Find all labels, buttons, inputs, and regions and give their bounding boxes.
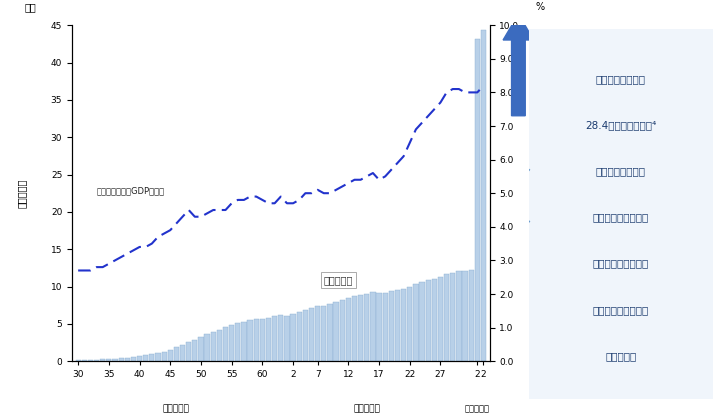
Text: 兆円: 兆円 [24,2,36,12]
Bar [469,270,474,361]
Bar [76,360,81,361]
Bar [198,337,204,361]
Text: 令和・年度: 令和・年度 [465,404,490,414]
Bar [401,289,406,361]
Bar [407,287,413,361]
Bar [131,357,136,361]
Bar [248,320,253,361]
Text: 国民医療費: 国民医療費 [324,275,354,285]
Bar [290,314,296,361]
Bar [229,325,234,361]
Bar [88,360,93,361]
Bar [107,359,112,361]
Bar [204,334,210,361]
Bar [223,327,228,361]
Bar [174,347,179,361]
Text: らみを抑える対策が: らみを抑える対策が [593,305,649,315]
Bar [395,290,400,361]
Bar [119,358,124,361]
Bar [94,360,99,361]
Text: 国民医療費: 国民医療費 [17,178,27,208]
Bar [474,39,480,361]
Text: %: % [535,2,544,12]
Bar [462,271,468,361]
Text: 28.4％（令和元年）⁴: 28.4％（令和元年）⁴ [585,120,657,130]
Bar [389,291,394,361]
Bar [284,316,289,361]
Bar [192,339,197,361]
Text: 対国内総生産比率: 対国内総生産比率 [560,173,570,213]
Bar [81,360,87,361]
Bar [450,273,455,361]
Text: 対国内総生産（GDP）比率: 対国内総生産（GDP）比率 [96,186,165,195]
Text: 必要です。: 必要です。 [606,351,636,361]
Bar [364,294,369,361]
Bar [438,277,443,361]
Bar [432,278,437,361]
Bar [352,296,357,361]
Bar [241,322,246,361]
Bar [426,280,431,361]
Bar [309,307,314,361]
Bar [161,352,167,361]
Bar [413,284,418,361]
Bar [100,360,105,361]
Bar [278,315,284,361]
Bar [302,310,308,361]
Bar [235,323,240,361]
Bar [358,295,364,361]
Bar [143,355,148,361]
Bar [377,293,382,361]
Text: 今後も高齢化が進む: 今後も高齢化が進む [593,213,649,222]
Bar [217,330,222,361]
Text: ため、医療費のふく: ため、医療費のふく [593,259,649,268]
Bar [420,282,425,361]
Bar [266,318,271,361]
Bar [272,316,277,361]
Bar [180,345,185,361]
Bar [456,271,462,361]
Bar [333,302,338,361]
Bar [315,306,320,361]
Polygon shape [507,170,529,222]
Bar [168,350,173,361]
Bar [340,300,345,361]
Bar [346,298,351,361]
Text: 昭和・年度: 昭和・年度 [163,404,190,414]
Bar [328,304,333,361]
Bar [112,359,117,361]
Bar [260,319,265,361]
Bar [444,274,449,361]
Bar [211,332,216,361]
Bar [186,342,192,361]
Bar [321,306,326,361]
Text: 平成・年度: 平成・年度 [354,404,380,414]
Bar [297,312,302,361]
Bar [125,358,130,361]
Bar [382,293,388,361]
Bar [481,30,486,361]
Text: に達しています。: に達しています。 [596,166,646,176]
Bar [149,354,155,361]
Bar [156,353,161,361]
Bar [370,292,376,361]
Text: 日本の高齢化率は: 日本の高齢化率は [596,74,646,84]
FancyArrow shape [503,14,534,116]
Bar [137,356,142,361]
Bar [253,319,259,361]
FancyBboxPatch shape [523,18,719,410]
